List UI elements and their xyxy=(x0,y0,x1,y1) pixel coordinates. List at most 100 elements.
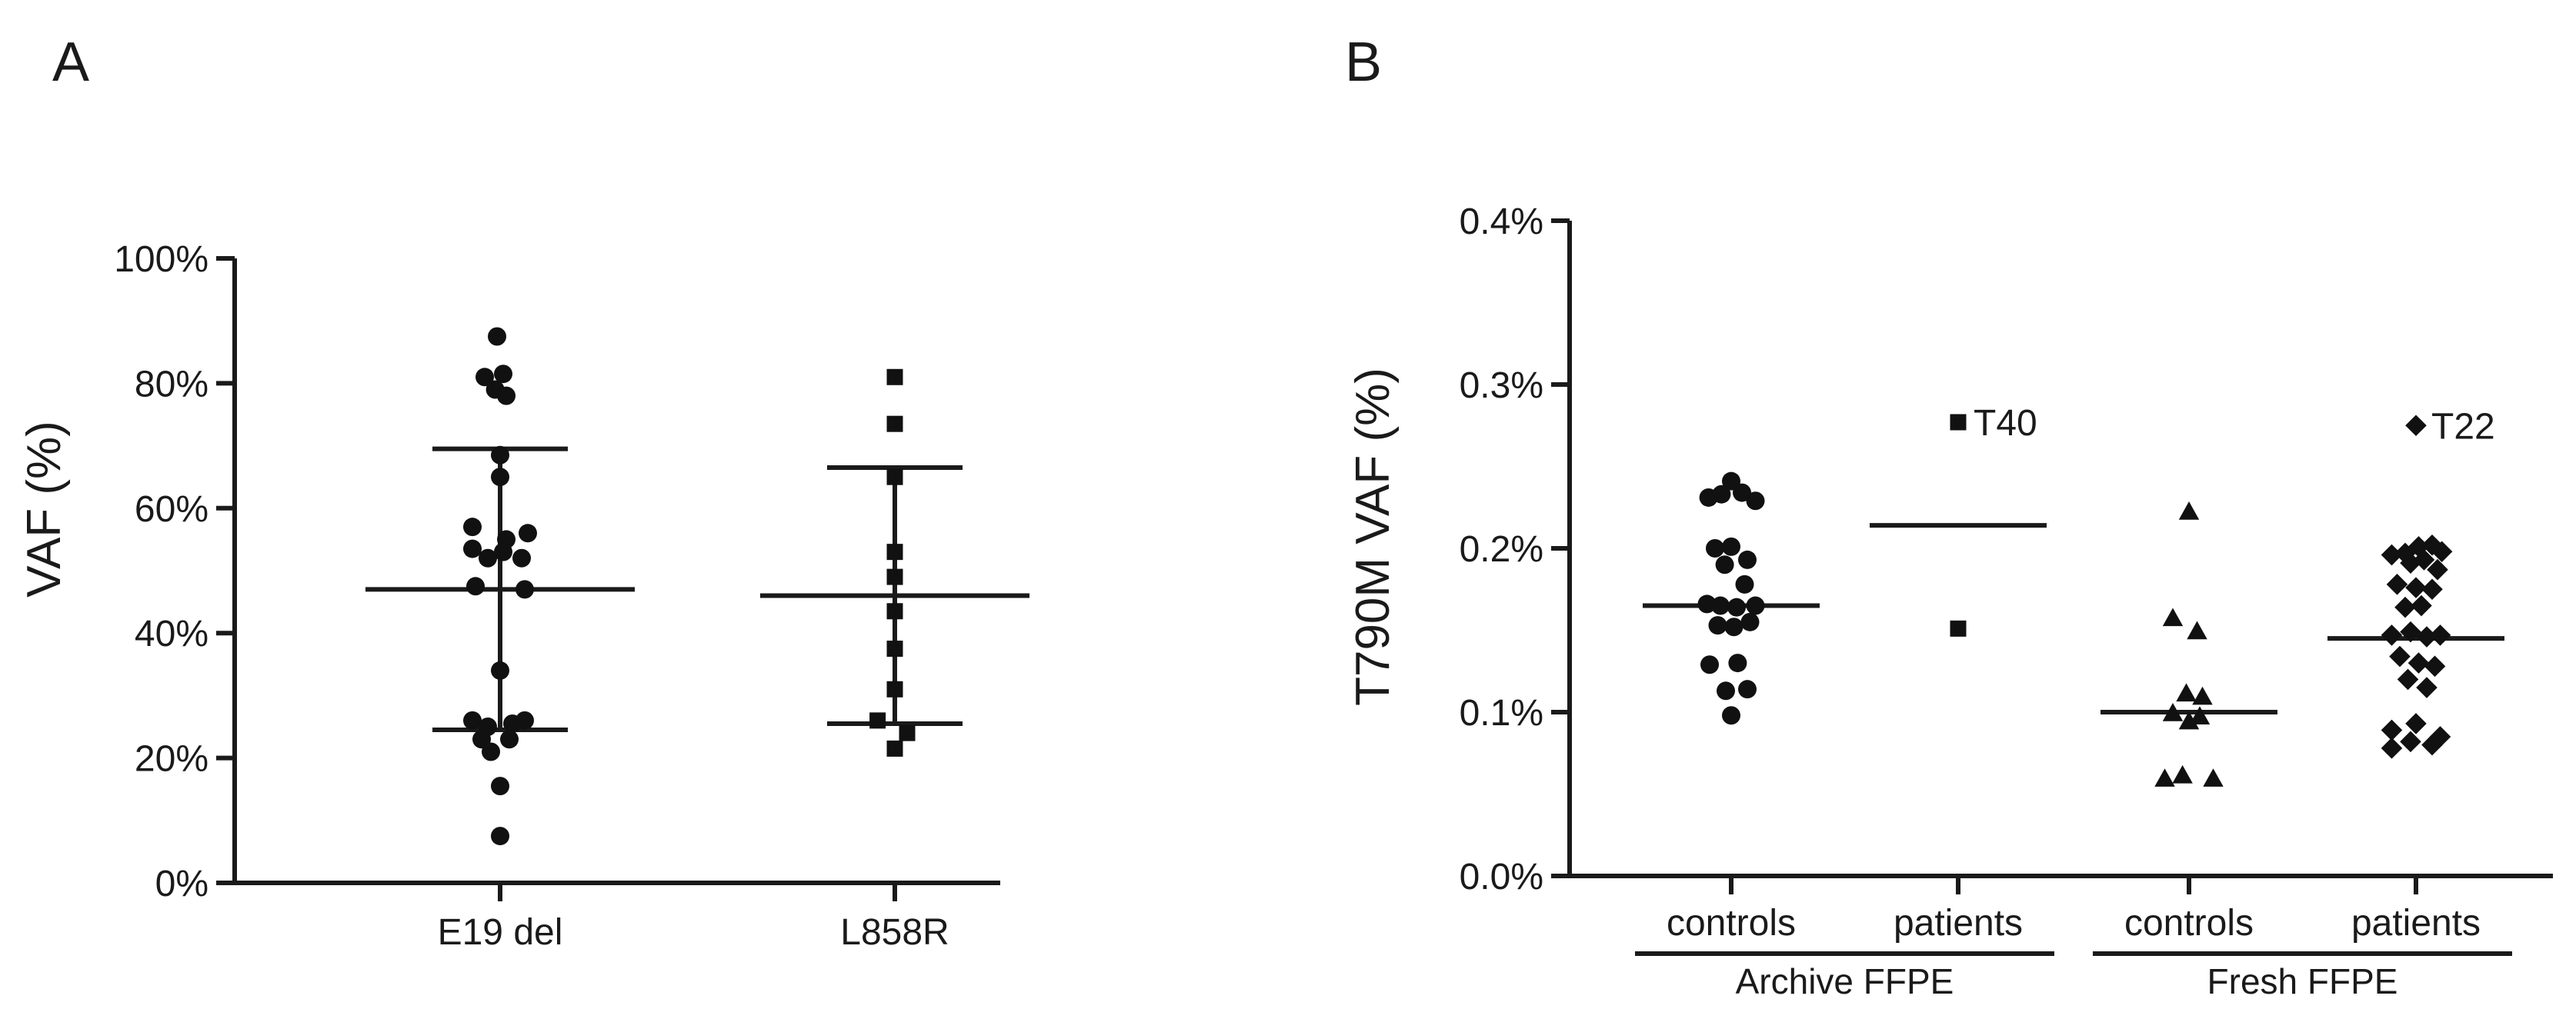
data-point xyxy=(886,641,903,657)
data-point xyxy=(2421,578,2443,601)
group-label: Archive FFPE xyxy=(1736,961,1954,1001)
y-tick-label: 100% xyxy=(114,239,209,280)
data-point xyxy=(463,518,482,537)
data-point xyxy=(1717,681,1735,701)
data-point xyxy=(463,711,482,730)
data-point xyxy=(491,777,509,796)
panel-b-label: B xyxy=(1345,32,1382,93)
point-annotation: T40 xyxy=(1974,403,2037,444)
data-point xyxy=(1711,596,1730,615)
data-point xyxy=(2407,652,2430,674)
data-point xyxy=(1712,485,1731,504)
data-point xyxy=(512,548,531,568)
data-point xyxy=(1722,537,1740,556)
y-tick-label: 0.1% xyxy=(1460,693,1543,734)
series-fresh-ffpe-patients: T22 xyxy=(2327,406,2504,759)
data-point xyxy=(494,365,512,384)
data-point xyxy=(466,577,485,596)
data-point xyxy=(886,368,903,385)
data-point xyxy=(479,548,497,568)
data-point xyxy=(491,827,509,846)
x-tick-label: patients xyxy=(2351,903,2481,944)
data-point xyxy=(475,368,494,387)
data-point xyxy=(2397,668,2419,691)
data-point xyxy=(519,524,537,543)
data-point xyxy=(2172,764,2193,784)
panel-b-axes: 0.0% 0.1% 0.2% 0.3% 0.4% controls patients cont… xyxy=(1460,201,2553,1001)
data-point xyxy=(482,742,500,761)
data-point xyxy=(2400,731,2421,753)
data-point xyxy=(1950,620,1967,637)
data-point xyxy=(2162,608,2184,627)
y-tick-label: 0.3% xyxy=(1460,365,1543,406)
data-point xyxy=(2421,734,2443,756)
data-point xyxy=(1727,598,1746,617)
data-point xyxy=(2381,719,2403,741)
series-e19-del xyxy=(365,327,635,846)
panel-b: B T790M VAF (%) 0.0% 0.1% 0.2% 0.3% 0.4% cont… xyxy=(1345,32,2553,1001)
y-tick-label: 0.2% xyxy=(1460,529,1543,570)
data-point xyxy=(1722,706,1740,725)
data-point xyxy=(2203,768,2224,787)
group-label: Fresh FFPE xyxy=(2207,961,2398,1001)
y-tick-label: 0.0% xyxy=(1460,857,1543,897)
x-tick-label: patients xyxy=(1894,903,2023,944)
data-point xyxy=(1735,574,1754,594)
y-tick-label: 0.4% xyxy=(1460,201,1543,242)
data-point xyxy=(2424,655,2446,678)
data-point xyxy=(497,386,516,405)
data-point xyxy=(2381,738,2403,759)
data-point xyxy=(869,712,886,729)
y-tick-label: 20% xyxy=(135,739,209,780)
data-point xyxy=(1697,594,1717,614)
group-bracket: Archive FFPE xyxy=(1635,951,2054,1001)
data-point xyxy=(488,327,506,346)
y-tick-label: 80% xyxy=(135,364,209,405)
data-point xyxy=(1738,550,1757,569)
data-point xyxy=(1738,680,1757,699)
data-point xyxy=(886,415,903,432)
x-tick-label: E19 del xyxy=(438,912,563,953)
x-tick-label: controls xyxy=(2124,903,2254,944)
y-tick-label: 40% xyxy=(135,614,209,654)
data-point xyxy=(491,661,509,680)
data-point xyxy=(2187,621,2207,640)
data-point xyxy=(1728,654,1747,673)
data-point xyxy=(516,711,534,730)
data-point xyxy=(516,580,534,599)
x-tick-label: L858R xyxy=(840,912,949,953)
point-annotation: T22 xyxy=(2431,406,2495,447)
panel-b-marks: T40 T22 xyxy=(1643,403,2504,787)
data-point xyxy=(2416,677,2438,698)
data-point xyxy=(2416,626,2438,648)
data-point xyxy=(1724,618,1743,637)
data-point xyxy=(463,539,482,558)
data-point xyxy=(2162,702,2184,721)
data-point xyxy=(886,603,903,620)
data-point xyxy=(2154,768,2175,787)
data-point xyxy=(2192,686,2213,705)
data-point xyxy=(2411,594,2432,617)
data-point xyxy=(886,568,903,585)
panel-a: A VAF (%) 0% 20% 40% 60% 80% 100% E19 del L858R xyxy=(18,32,1029,953)
x-tick-label: controls xyxy=(1667,903,1796,944)
data-point-t22 xyxy=(2405,415,2427,437)
data-point xyxy=(2189,706,2211,724)
data-point xyxy=(2381,624,2403,646)
data-point xyxy=(2405,577,2427,598)
data-point xyxy=(2386,574,2408,595)
data-point xyxy=(500,730,519,749)
data-point xyxy=(491,445,509,465)
data-point xyxy=(1708,616,1727,635)
data-point xyxy=(1700,655,1719,674)
data-point xyxy=(886,468,903,485)
group-bracket: Fresh FFPE xyxy=(2093,951,2512,1001)
y-tick-label: 0% xyxy=(155,864,209,904)
panel-a-y-axis-label: VAF (%) xyxy=(18,421,71,598)
data-point xyxy=(1746,491,1765,511)
data-point xyxy=(2429,624,2451,646)
data-point xyxy=(2389,645,2411,668)
panel-a-axes: 0% 20% 40% 60% 80% 100% E19 del L858R xyxy=(114,239,1000,953)
series-archive-ffpe-controls xyxy=(1643,471,1820,725)
